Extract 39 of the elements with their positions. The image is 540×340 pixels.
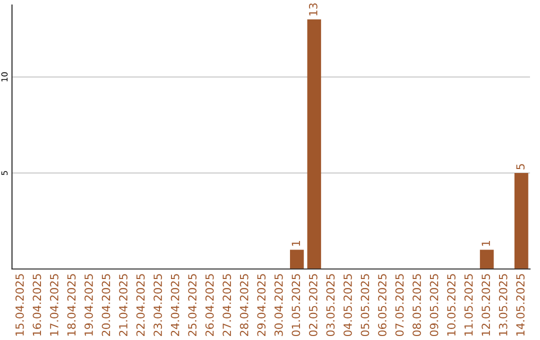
x-tick-label: 10.05.2025 [447,274,456,336]
x-tick-label: 22.04.2025 [136,274,145,336]
x-tick-label: 29.04.2025 [257,274,266,336]
x-tick-label: 17.04.2025 [50,274,58,336]
x-tick-label: 09.05.2025 [430,274,438,336]
x-tick-label: 02.05.2025 [308,274,318,336]
x-tick-label: 18.04.2025 [67,274,76,336]
x-tick-label: 15.04.2025 [15,274,24,336]
x-tick-label: 20.04.2025 [102,274,110,336]
x-tick-label: 27.04.2025 [222,274,232,336]
x-tick-label: 14.05.2025 [516,274,525,336]
data-label: 5 [516,164,525,170]
x-tick-label: 01.05.2025 [292,274,300,336]
x-tick-label: 30.04.2025 [274,274,283,336]
x-tick-label: 16.04.2025 [32,274,42,336]
x-tick-label: 23.04.2025 [154,274,162,336]
x-tick-label: 08.05.2025 [412,274,421,336]
x-tick-label: 12.05.2025 [482,274,490,336]
x-tick-label: 03.05.2025 [326,274,335,336]
x-tick-label: 21.04.2025 [119,274,128,336]
x-tick-label: 24.04.2025 [170,274,180,336]
data-label: 1 [292,240,300,246]
x-tick-label: 06.05.2025 [378,274,386,336]
x-tick-label: 07.05.2025 [395,274,404,336]
data-label: 1 [482,240,490,246]
x-tick-label: 11.05.2025 [464,274,473,336]
y-tick-label: 10 [1,72,8,82]
x-tick-label: 28.04.2025 [240,274,248,336]
x-tick-label: 05.05.2025 [360,274,370,336]
bar [307,19,322,269]
bar [290,250,304,269]
x-tick-label: 04.05.2025 [344,274,352,336]
bar [480,250,494,269]
bar [514,173,528,269]
data-label: 13 [308,3,318,16]
x-tick-label: 19.04.2025 [84,274,93,336]
x-tick-label: 13.05.2025 [498,274,508,336]
x-tick-label: 25.04.2025 [188,274,197,336]
x-tick-label: 26.04.2025 [205,274,214,336]
